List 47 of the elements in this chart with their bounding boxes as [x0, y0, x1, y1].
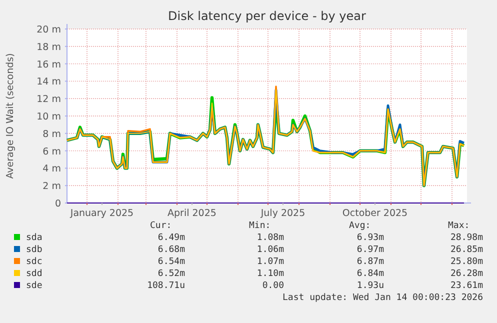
- text: 1.93u: [356, 281, 384, 291]
- text: Avg:: [349, 221, 371, 231]
- text: 6.52m: [158, 269, 185, 279]
- legend-label: sde: [26, 281, 42, 291]
- y-tick-label: 18 m: [36, 42, 61, 53]
- text: 6.54m: [158, 257, 185, 267]
- y-tick-label: 6 m: [42, 146, 61, 158]
- text: 6.97m: [356, 245, 384, 255]
- text: 6.68m: [158, 245, 185, 255]
- text: 6.49m: [158, 233, 185, 243]
- text: 1.10m: [256, 269, 284, 279]
- y-tick-label: 10 m: [36, 112, 61, 122]
- text: Min:: [249, 221, 271, 231]
- text: 6.84m: [356, 269, 384, 279]
- text: Max:: [448, 221, 470, 231]
- x-tick-label: October 2025: [342, 208, 408, 219]
- text: 25.80m: [450, 257, 483, 267]
- y-tick-label: 16 m: [36, 59, 61, 70]
- y-tick-label: 4 m: [42, 164, 61, 175]
- text: Cur:: [150, 221, 172, 231]
- chart-title: Disk latency per device - by year: [168, 9, 366, 23]
- text: Last update: Wed Jan 14 00:00:23 2026: [282, 293, 483, 303]
- y-tick-label: 0: [54, 198, 61, 210]
- legend-label: sdb: [26, 245, 42, 255]
- text: 1.06m: [256, 245, 284, 255]
- text: 1.08m: [256, 233, 284, 243]
- y-tick-label: 2 m: [42, 181, 61, 192]
- x-tick-label: January 2025: [69, 208, 134, 219]
- text: 26.85m: [450, 245, 483, 255]
- y-axis-title: Average IO Wait (seconds): [5, 53, 16, 179]
- y-tick-label: 14 m: [36, 76, 61, 88]
- y-tick-label: 12 m: [36, 94, 61, 106]
- y-tick-label: 20 m: [36, 24, 61, 36]
- legend-label: sda: [26, 233, 42, 243]
- legend-label: sdd: [26, 269, 42, 279]
- text: 23.61m: [450, 281, 483, 291]
- x-tick-label: July 2025: [260, 208, 306, 219]
- text: 108.71u: [147, 281, 185, 291]
- x-tick-label: April 2025: [168, 208, 216, 219]
- legend-label: sdc: [26, 257, 42, 267]
- text: 1.07m: [256, 257, 284, 267]
- text: 28.98m: [450, 233, 483, 243]
- text: 6.87m: [356, 257, 384, 267]
- y-tick-label: 8 m: [42, 128, 61, 140]
- text: 0.00: [262, 281, 284, 291]
- text: 6.93m: [356, 233, 384, 243]
- text: 26.28m: [450, 269, 483, 279]
